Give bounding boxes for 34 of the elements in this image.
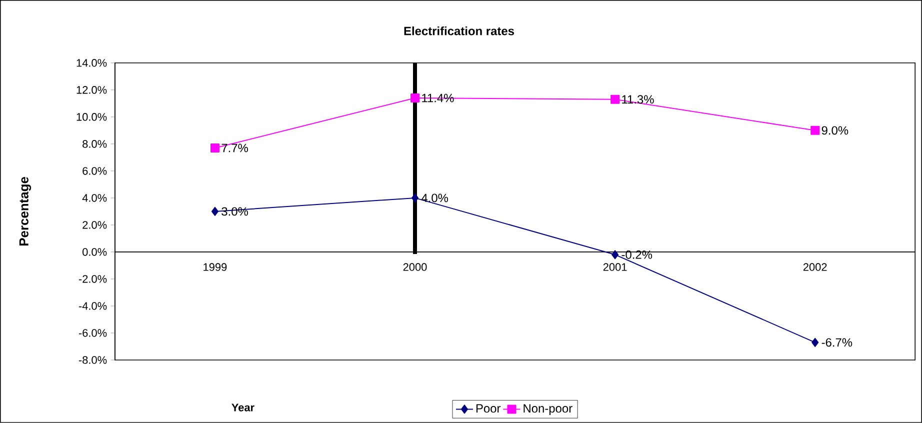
data-label: 11.3% — [622, 95, 654, 104]
y-tick-label: 2.0% — [82, 221, 107, 229]
data-label: -6.7% — [822, 338, 852, 347]
point — [211, 206, 218, 216]
y-axis-title: Percentage — [19, 177, 32, 246]
y-tick-label: -8.0% — [78, 356, 107, 364]
y-tick-label: -2.0% — [78, 275, 107, 283]
data-label: 9.0% — [822, 126, 848, 135]
x-axis-title: Year — [232, 404, 254, 412]
y-tick-label: 6.0% — [82, 167, 107, 175]
chart-title: Electrification rates — [404, 26, 514, 36]
y-tick-label: -4.0% — [78, 302, 107, 310]
data-label: 4.0% — [421, 194, 448, 202]
point — [810, 126, 820, 135]
x-tick-label: 2000 — [403, 263, 427, 271]
legend-label: Poor — [476, 404, 501, 413]
y-tick-label: 12.0% — [76, 86, 107, 94]
x-tick-label: 2001 — [603, 263, 627, 271]
legend-label: Non-poor — [524, 404, 572, 416]
y-tick-label: 0.0% — [82, 248, 107, 256]
x-tick-label: 2002 — [803, 263, 827, 271]
y-tick-label: -6.0% — [78, 329, 107, 337]
point — [610, 94, 620, 104]
point — [410, 94, 420, 103]
x-tick-label: 1999 — [204, 263, 227, 271]
y-tick-label: 10.0% — [76, 113, 107, 121]
point — [812, 338, 819, 347]
y-tick-label: 14.0% — [76, 59, 107, 67]
y-tick-label: 8.0% — [82, 140, 107, 148]
point — [411, 193, 418, 202]
data-label: 7.7% — [222, 144, 248, 152]
point — [612, 250, 619, 260]
y-tick-label: 4.0% — [82, 194, 107, 202]
point — [210, 144, 220, 153]
